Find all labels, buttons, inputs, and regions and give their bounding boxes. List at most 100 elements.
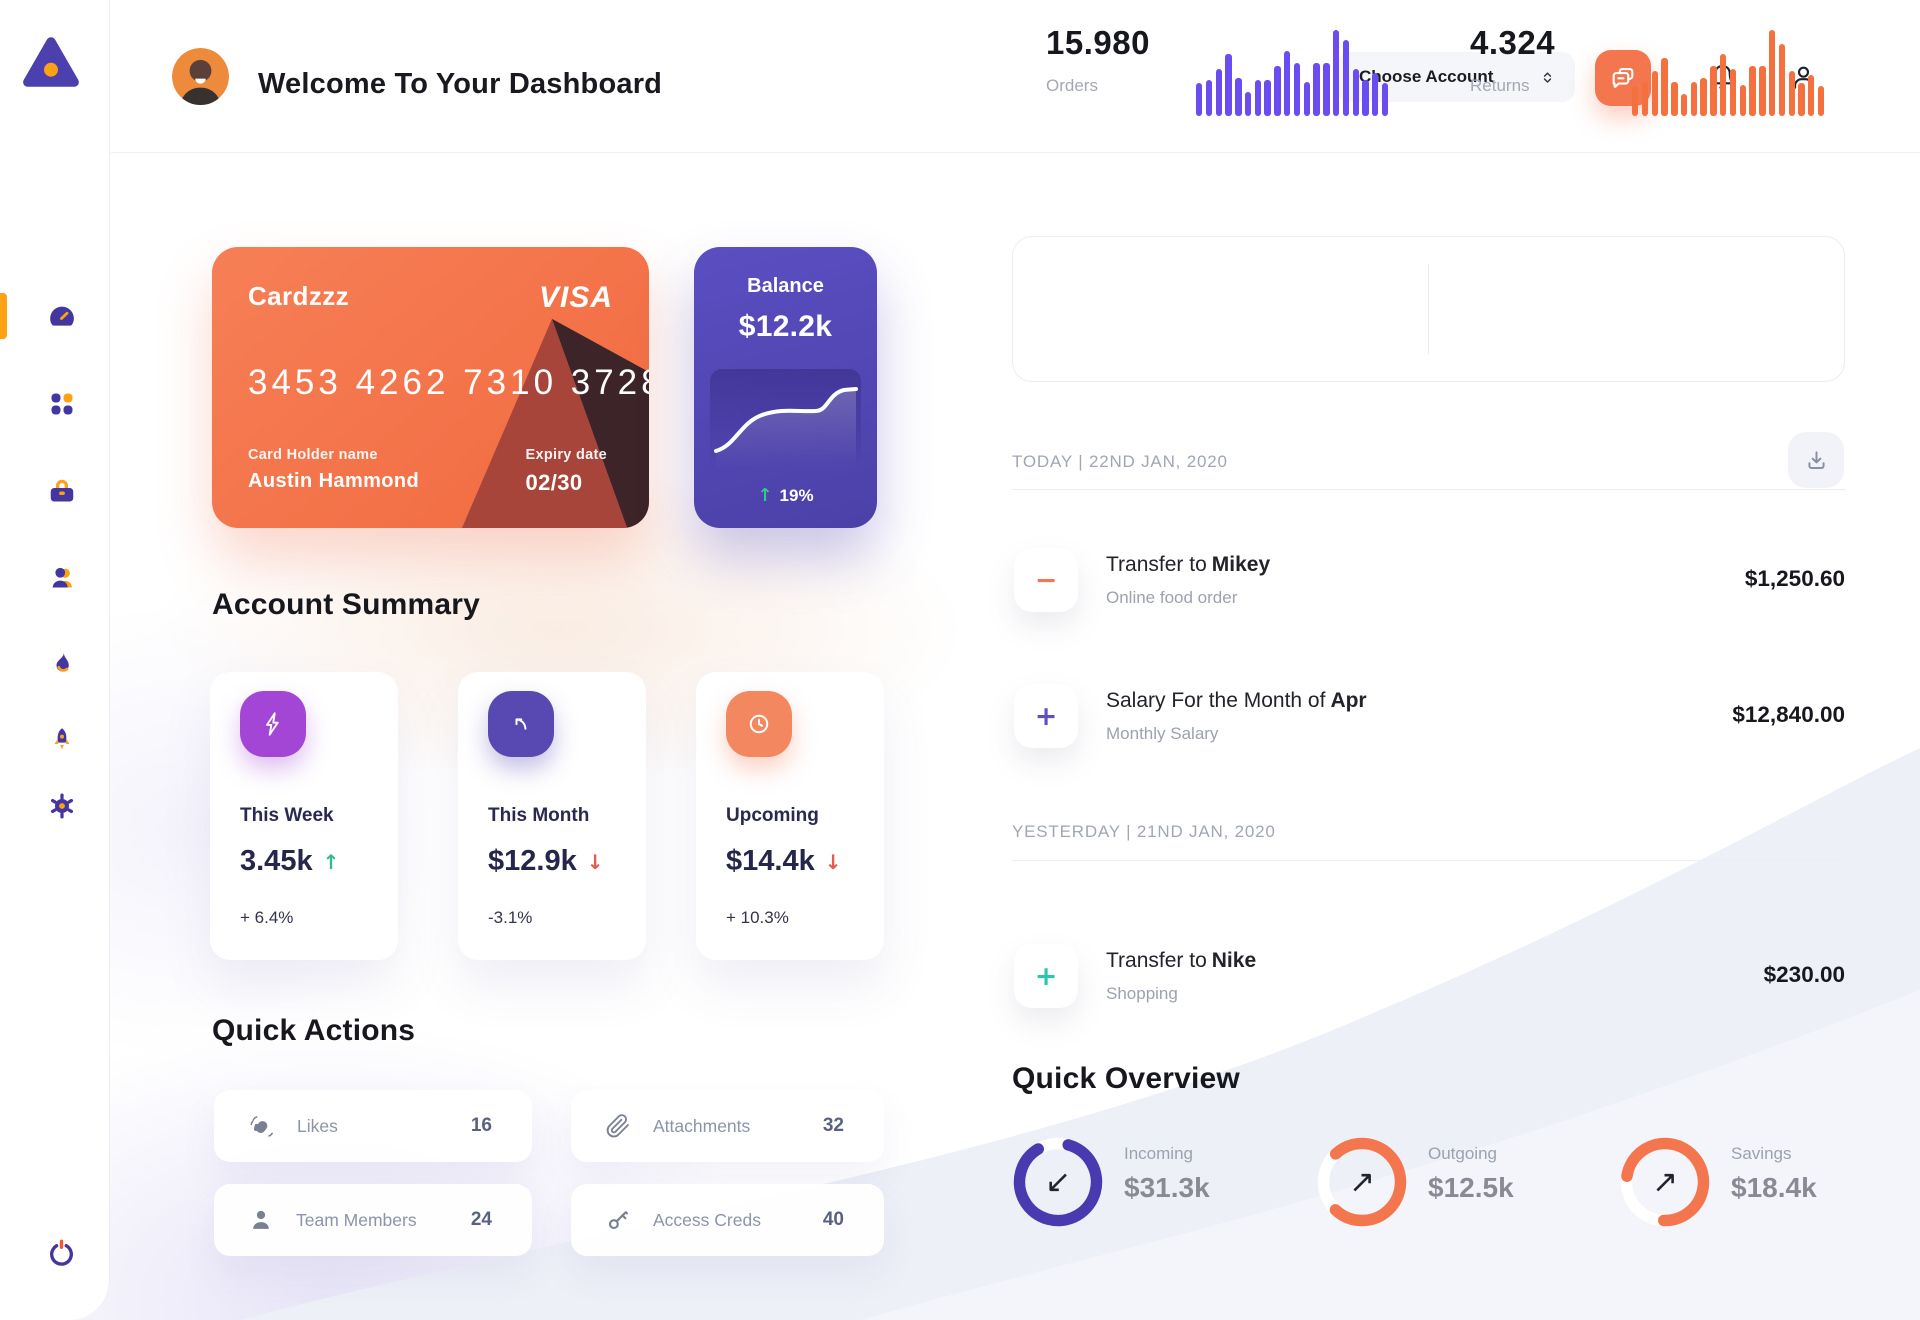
sidebar-item-contacts[interactable] (47, 563, 77, 593)
overview-value: $31.3k (1124, 1172, 1210, 1203)
sidebar-item-logout[interactable] (46, 1238, 77, 1269)
quick-action-attachments[interactable]: Attachments 32 (571, 1090, 884, 1162)
incoming-donut-chart (1013, 1137, 1103, 1227)
grid-icon (51, 393, 73, 415)
overview-incoming: ↙ Incoming $31.3k (1008, 1132, 1308, 1232)
sidebar-item-launch[interactable] (47, 725, 77, 755)
card-holder-label: Card Holder name (248, 447, 378, 463)
orders-mini-bar-chart (1196, 28, 1394, 116)
transaction-row-salary[interactable]: + Salary For the Month of Apr Monthly Sal… (1012, 684, 1845, 748)
sidebar-item-portfolio[interactable] (47, 477, 77, 507)
sidebar-item-settings[interactable] (47, 791, 77, 821)
sidebar-item-apps[interactable] (47, 389, 77, 419)
quick-action-likes[interactable]: Likes 16 (214, 1090, 532, 1162)
trend-arrow-icon: ↓ (824, 849, 842, 874)
mini-bar (1205, 79, 1213, 116)
quick-action-count: 24 (470, 1209, 492, 1230)
transaction-row-nike[interactable]: + Transfer to Nike Shopping $230.00 (1012, 944, 1845, 1008)
mini-bar (1778, 43, 1786, 116)
mini-bar (1720, 54, 1727, 116)
header-divider (111, 152, 1920, 153)
account-summary-heading: Account Summary (212, 588, 481, 621)
speedometer-icon (50, 306, 74, 326)
download-statement-button[interactable] (1788, 432, 1844, 488)
transaction-category: Shopping (1106, 984, 1178, 1003)
summary-delta: + 10.3% (726, 908, 789, 927)
quick-action-label: Likes (297, 1115, 338, 1136)
mini-bar (1196, 83, 1203, 116)
mini-bar (1690, 81, 1698, 116)
transaction-title: Transfer to Mikey (1106, 553, 1271, 576)
mini-bar (1768, 30, 1776, 116)
mini-bar (1700, 78, 1707, 116)
mini-bar (1651, 71, 1658, 116)
mini-bar (1342, 40, 1350, 116)
arrow-up-left-icon (515, 718, 527, 730)
trend-arrow-icon: ↑ (322, 849, 340, 874)
mini-bar (1671, 81, 1678, 116)
summary-card-this-week: This Week 3.45k ↑ + 6.4% (210, 672, 398, 960)
overview-label: Savings (1731, 1144, 1792, 1163)
mini-bar (1235, 78, 1242, 116)
mini-bar (1680, 93, 1688, 116)
mini-bar (1313, 62, 1320, 116)
balance-sparkline (710, 369, 861, 469)
quick-action-access-creds[interactable]: Access Creds 40 (571, 1184, 884, 1256)
choose-account-dropdown[interactable]: Choose Account (1337, 52, 1575, 102)
mini-bar (1641, 81, 1649, 116)
credit-card: Cardzzz VISA 3453 4262 7310 3728 Card Ho… (212, 247, 649, 528)
sidebar-item-trending[interactable] (47, 647, 77, 677)
mini-bar (1293, 62, 1301, 116)
sidebar-item-dashboard[interactable] (47, 301, 77, 331)
returns-label: Returns (1470, 76, 1530, 95)
summary-icon-tile (488, 691, 554, 757)
card-name: Cardzzz (248, 281, 350, 311)
summary-label: This Week (240, 805, 334, 826)
overview-outgoing: ↗ Outgoing $12.5k (1312, 1132, 1612, 1232)
quick-action-label: Team Members (296, 1209, 417, 1230)
visa-logo: VISA (538, 281, 613, 314)
card-expiry-block: Expiry date 02/30 (526, 447, 607, 496)
mini-bar (1749, 66, 1756, 116)
mini-bar (1372, 73, 1379, 116)
quick-action-label: Access Creds (653, 1209, 761, 1230)
transaction-amount: $1,250.60 (1744, 566, 1845, 591)
trend-up-icon: ↑ (757, 485, 773, 506)
transaction-sign-icon: + (1014, 684, 1078, 748)
quick-action-label: Attachments (653, 1115, 751, 1136)
transaction-category: Monthly Salary (1106, 724, 1219, 743)
transaction-row-mikey[interactable]: − Transfer to Mikey Online food order $1,… (1012, 548, 1845, 612)
chat-bubbles-icon (1612, 67, 1634, 88)
flame-icon (56, 651, 69, 672)
overview-label: Outgoing (1428, 1144, 1497, 1163)
transaction-title: Transfer to Nike (1106, 949, 1257, 972)
messages-button[interactable] (1595, 50, 1651, 106)
mini-bar (1739, 85, 1746, 116)
mini-bar (1798, 83, 1805, 116)
lightning-icon (266, 712, 279, 736)
balance-card: Balance $12.2k ↑ 19% (694, 247, 877, 528)
summary-delta: + 6.4% (240, 908, 294, 927)
balance-trend-value: 19% (779, 485, 814, 505)
arrow-down-left-icon: ↙ (1045, 1164, 1071, 1200)
orders-label: Orders (1046, 76, 1098, 95)
savings-donut-chart (1620, 1137, 1710, 1227)
mini-bar (1817, 85, 1825, 116)
mini-bar (1632, 85, 1639, 116)
balance-trend: ↑ 19% (694, 485, 877, 506)
transactions-group-yesterday: YESTERDAY | 21ND JAN, 2020 (1012, 822, 1276, 841)
quick-action-team-members[interactable]: Team Members 24 (214, 1184, 532, 1256)
key-icon (608, 1211, 629, 1230)
user-avatar[interactable] (172, 48, 229, 105)
app-logo-icon (23, 37, 79, 87)
summary-card-this-month: This Month $12.9k ↓ -3.1% (458, 672, 646, 960)
transaction-amount: $230.00 (1763, 962, 1845, 987)
mini-bar (1729, 68, 1737, 116)
quick-action-count: 32 (822, 1115, 844, 1136)
mini-bar (1303, 81, 1310, 116)
chevron-updown-icon (1543, 71, 1552, 83)
arrow-up-right-icon: ↗ (1652, 1164, 1678, 1200)
sidebar-active-indicator (0, 293, 7, 339)
